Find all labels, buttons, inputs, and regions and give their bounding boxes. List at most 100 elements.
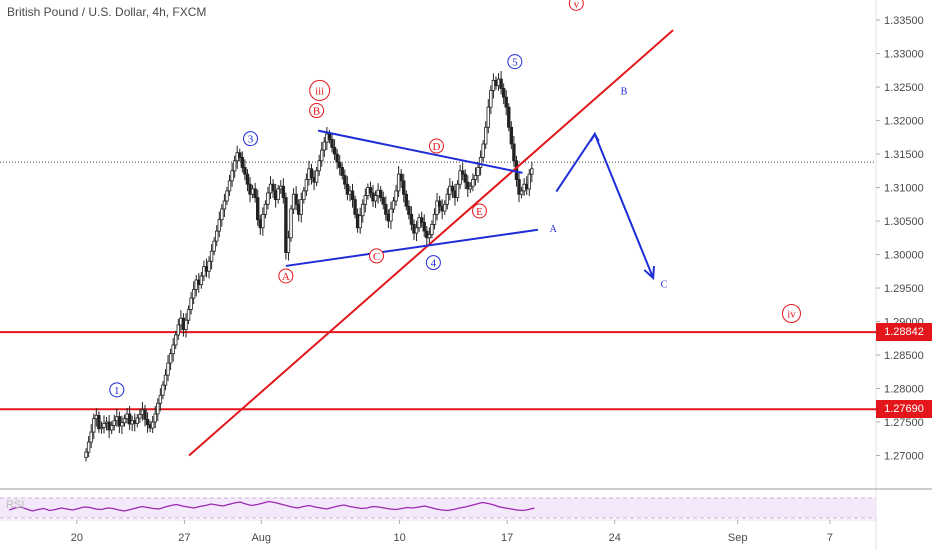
- chart-title: British Pound / U.S. Dollar, 4h, FXCM: [7, 5, 207, 19]
- candle-body: [143, 409, 147, 420]
- rising-trendline[interactable]: [188, 29, 674, 457]
- price-tick-label: 1.30500: [884, 216, 924, 228]
- wave-label-text: C: [373, 251, 380, 263]
- candle-body: [394, 190, 398, 202]
- candle-body: [389, 208, 393, 222]
- candle-body: [261, 213, 265, 229]
- candle-body: [117, 416, 122, 427]
- candle-body: [174, 334, 178, 346]
- candle-body: [527, 173, 531, 190]
- price-tick-label: 1.31500: [884, 149, 924, 161]
- triangle-lower[interactable]: [285, 228, 539, 267]
- candle-body: [414, 227, 419, 234]
- candle-body: [127, 413, 132, 425]
- wave-label-circle: [309, 79, 331, 101]
- candle-body: [353, 199, 357, 215]
- time-tick-label: 24: [609, 532, 621, 544]
- candle-body: [150, 421, 155, 429]
- wave-label-text: C: [661, 279, 668, 290]
- candle-body: [399, 173, 403, 182]
- candle-body: [299, 199, 303, 215]
- candle-body: [486, 106, 490, 128]
- candle-body: [330, 138, 334, 148]
- candle-body: [240, 157, 245, 168]
- candle-body: [135, 417, 140, 424]
- candle-body: [327, 133, 332, 140]
- time-tick-label: Aug: [251, 532, 271, 544]
- time-tick-label: 10: [393, 532, 405, 544]
- projection-peak-mark: [589, 131, 600, 142]
- wave-label-text: 1: [114, 385, 120, 397]
- candle-body: [138, 414, 142, 419]
- candle-body: [484, 126, 488, 145]
- wave-label-text: iii: [315, 85, 324, 97]
- candle-body: [92, 418, 96, 433]
- wave-label-circle: [243, 131, 259, 147]
- candle-body: [507, 106, 511, 128]
- level-price-tag: 1.28842: [876, 323, 932, 342]
- price-tick-label: 1.33000: [884, 49, 924, 61]
- candle-body: [161, 384, 165, 396]
- wave-label-circle: [568, 0, 584, 11]
- wave-label-text: A: [550, 224, 558, 235]
- wave-label-circle: [428, 138, 444, 154]
- candle-body: [501, 88, 506, 98]
- candle-body: [220, 208, 224, 221]
- wave-label-circle: [369, 248, 385, 264]
- candle-body: [322, 141, 327, 151]
- wave-label-circle: [507, 54, 523, 70]
- candle-body: [276, 188, 280, 201]
- candle-body: [102, 422, 106, 428]
- level-price-tag: 1.27690: [876, 400, 932, 419]
- wave-label-circle: [471, 203, 487, 219]
- candle-body: [304, 179, 309, 192]
- price-tick-label: 1.31000: [884, 183, 924, 195]
- candle-body: [166, 362, 170, 376]
- time-tick-label: 27: [178, 532, 190, 544]
- price-tick-label: 1.27000: [884, 451, 924, 463]
- candle-body: [435, 200, 439, 215]
- candle-body: [171, 344, 175, 355]
- candle-body: [263, 203, 268, 215]
- projection[interactable]: [555, 131, 655, 279]
- candle-body: [145, 418, 150, 426]
- candle-body: [335, 153, 339, 163]
- candle-body: [314, 170, 319, 183]
- candle-body: [284, 197, 288, 253]
- candle-body: [407, 205, 411, 215]
- candle-body: [199, 275, 204, 286]
- triangle-upper[interactable]: [317, 129, 523, 174]
- wave-label-text: v: [574, 0, 580, 10]
- candle-body: [381, 197, 385, 205]
- candle-body: [317, 160, 321, 172]
- candle-body: [455, 183, 460, 199]
- price-tick-label: 1.30000: [884, 250, 924, 262]
- candle-body: [517, 179, 521, 195]
- candle-body: [345, 183, 350, 195]
- candle-body: [163, 374, 168, 386]
- wave-label-text: D: [432, 141, 440, 153]
- candle-body: [396, 173, 401, 192]
- wave-label-text: 3: [248, 134, 254, 146]
- time-tick-label: Sep: [728, 532, 748, 544]
- candle-body: [437, 200, 442, 207]
- candle-body: [450, 185, 455, 192]
- wave-label-text: 4: [431, 258, 437, 270]
- price-tick-label: 1.29500: [884, 283, 924, 295]
- candle-body: [463, 173, 467, 183]
- candle-body: [337, 161, 342, 168]
- candle-body: [271, 183, 275, 192]
- candle-body: [343, 175, 347, 185]
- candle-body: [232, 160, 237, 172]
- candle-body: [402, 180, 406, 195]
- wave-label-circle: [278, 268, 294, 284]
- candle-body: [156, 402, 160, 415]
- wave-label-circle: [781, 303, 801, 323]
- candle-body: [230, 170, 234, 182]
- candle-body: [471, 179, 475, 187]
- candle-body: [168, 353, 173, 364]
- price-tick-label: 1.32500: [884, 82, 924, 94]
- candle-body: [427, 234, 432, 239]
- candle-body: [373, 195, 378, 202]
